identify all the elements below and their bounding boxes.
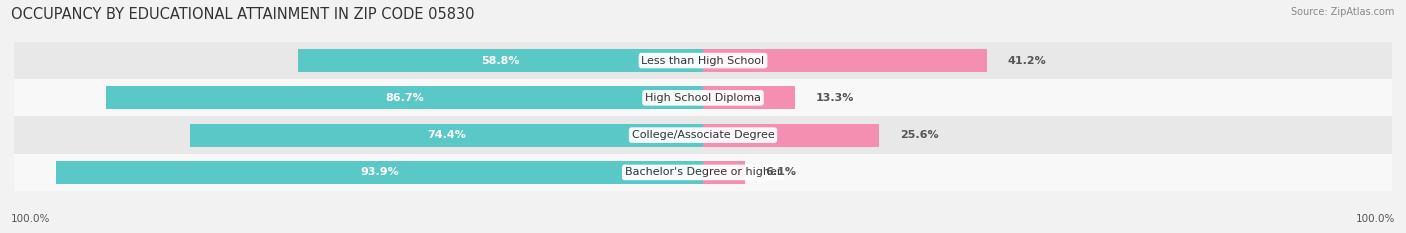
Text: 6.1%: 6.1% xyxy=(766,168,797,177)
Bar xyxy=(703,161,745,184)
Text: 13.3%: 13.3% xyxy=(815,93,853,103)
Text: College/Associate Degree: College/Associate Degree xyxy=(631,130,775,140)
Text: OCCUPANCY BY EDUCATIONAL ATTAINMENT IN ZIP CODE 05830: OCCUPANCY BY EDUCATIONAL ATTAINMENT IN Z… xyxy=(11,7,475,22)
Text: High School Diploma: High School Diploma xyxy=(645,93,761,103)
Text: 58.8%: 58.8% xyxy=(481,56,520,65)
Bar xyxy=(14,154,1392,191)
Bar xyxy=(14,42,1392,79)
Bar xyxy=(105,86,703,110)
Text: Bachelor's Degree or higher: Bachelor's Degree or higher xyxy=(624,168,782,177)
Text: 74.4%: 74.4% xyxy=(427,130,467,140)
Text: Source: ZipAtlas.com: Source: ZipAtlas.com xyxy=(1291,7,1395,17)
Bar xyxy=(56,161,703,184)
Bar xyxy=(14,116,1392,154)
Text: 100.0%: 100.0% xyxy=(1355,214,1395,224)
Bar xyxy=(298,49,703,72)
Text: 25.6%: 25.6% xyxy=(900,130,939,140)
Text: 41.2%: 41.2% xyxy=(1008,56,1046,65)
Text: 93.9%: 93.9% xyxy=(360,168,399,177)
Text: 86.7%: 86.7% xyxy=(385,93,423,103)
Text: 100.0%: 100.0% xyxy=(11,214,51,224)
Bar xyxy=(703,123,879,147)
Text: Less than High School: Less than High School xyxy=(641,56,765,65)
Bar xyxy=(703,49,987,72)
Bar xyxy=(190,123,703,147)
Bar xyxy=(703,86,794,110)
Bar xyxy=(14,79,1392,116)
